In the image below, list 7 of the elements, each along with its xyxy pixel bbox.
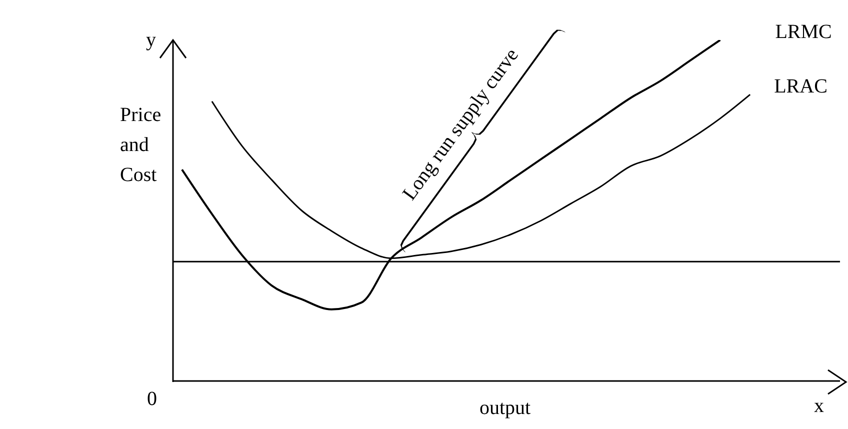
y-axis-title: Price and Cost [120, 103, 162, 188]
x-axis-title: output [479, 397, 531, 419]
text: y [146, 29, 156, 51]
series-label: LRAC [774, 76, 828, 98]
text: 0 [147, 388, 157, 410]
text: x [814, 395, 824, 417]
text: LRMC [775, 21, 832, 43]
